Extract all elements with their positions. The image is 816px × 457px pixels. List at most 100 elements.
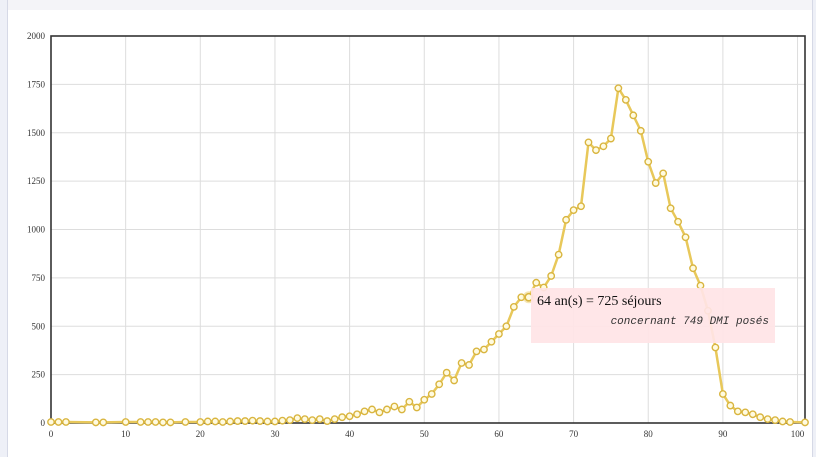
data-point	[62, 418, 70, 426]
data-point	[54, 418, 63, 426]
data-point	[211, 417, 220, 426]
x-tick-label: 40	[345, 429, 355, 439]
data-point	[420, 395, 429, 404]
data-point	[412, 403, 421, 412]
x-tick-label: 60	[494, 429, 504, 439]
right-border	[812, 0, 816, 457]
data-point	[278, 416, 287, 425]
data-point	[315, 415, 324, 424]
data-point	[390, 402, 399, 411]
tooltip-sub-text: concernant 749 DMI posés	[610, 316, 769, 328]
data-point	[405, 397, 414, 406]
left-border	[0, 0, 8, 457]
data-point	[689, 264, 697, 273]
data-point	[502, 322, 511, 331]
data-point	[397, 405, 406, 414]
plot-border	[50, 35, 806, 424]
data-point	[733, 407, 742, 416]
data-point	[271, 417, 279, 426]
data-point	[472, 347, 481, 356]
data-point	[554, 250, 563, 259]
data-point	[569, 206, 578, 215]
data-point	[741, 408, 750, 417]
data-point	[323, 417, 332, 425]
data-point	[599, 142, 608, 151]
data-point	[181, 418, 190, 426]
data-point	[547, 272, 556, 280]
data-point	[338, 413, 347, 422]
y-tick-label: 0	[41, 418, 46, 428]
data-point	[248, 416, 257, 425]
x-tick-label: 70	[569, 429, 579, 439]
data-point	[659, 169, 668, 178]
data-point	[47, 418, 55, 426]
tooltip-main-text: 64 an(s) = 725 séjours	[537, 294, 662, 309]
gridlines	[50, 35, 805, 424]
data-point	[285, 416, 294, 424]
data-point	[375, 408, 384, 417]
data-point	[607, 134, 615, 143]
axes	[50, 35, 806, 424]
data-point	[144, 418, 152, 426]
data-point	[509, 302, 518, 311]
data-point	[629, 111, 638, 120]
data-point	[330, 415, 339, 424]
data-point	[487, 337, 496, 346]
data-point	[308, 416, 317, 424]
y-tick-label: 1750	[27, 79, 46, 89]
data-point	[442, 368, 451, 377]
data-point	[584, 138, 593, 147]
data-point	[621, 95, 630, 104]
data-point	[495, 330, 503, 338]
data-point	[99, 418, 108, 427]
data-point	[651, 179, 660, 187]
data-point	[726, 401, 735, 410]
data-point	[711, 343, 720, 352]
data-point	[256, 417, 264, 425]
data-point	[465, 361, 473, 369]
data-point	[91, 418, 100, 427]
y-tick-label: 1500	[27, 128, 46, 138]
data-point	[771, 416, 780, 424]
data-point	[136, 418, 145, 426]
data-point	[263, 417, 272, 426]
data-point	[196, 418, 205, 426]
data-point	[218, 418, 227, 426]
data-point	[435, 380, 444, 389]
data-point	[383, 405, 391, 414]
data-point	[674, 217, 682, 226]
data-point	[756, 413, 765, 422]
x-tick-label: 100	[791, 429, 805, 439]
data-point	[801, 418, 809, 427]
data-point	[427, 390, 436, 398]
data-point	[241, 417, 249, 425]
data-point	[159, 418, 167, 427]
data-point	[166, 418, 175, 427]
x-tick-label: 80	[644, 429, 654, 439]
data-point	[121, 418, 130, 426]
data-point	[592, 146, 600, 155]
data-point	[786, 418, 794, 426]
y-tick-label: 2000	[27, 31, 46, 41]
data-point	[763, 415, 772, 424]
data-point	[203, 417, 212, 426]
data-point	[778, 417, 787, 426]
data-point	[151, 418, 160, 426]
data-point	[345, 412, 354, 421]
data-point	[360, 407, 369, 416]
y-tick-label: 1000	[27, 225, 46, 235]
x-tick-label: 30	[270, 429, 280, 439]
data-point	[368, 405, 376, 414]
data-point	[353, 410, 361, 419]
data-point	[681, 233, 690, 242]
y-tick-label: 500	[32, 321, 46, 331]
y-tick-label: 1250	[27, 176, 46, 186]
data-point	[644, 157, 653, 166]
x-tick-label: 90	[718, 429, 728, 439]
x-tick-label: 10	[121, 429, 131, 439]
x-tick-label: 20	[196, 429, 206, 439]
y-tick-labels: 0 250 500 750 1000 1250 1500 1750 2000	[27, 31, 46, 428]
data-point	[577, 202, 585, 211]
